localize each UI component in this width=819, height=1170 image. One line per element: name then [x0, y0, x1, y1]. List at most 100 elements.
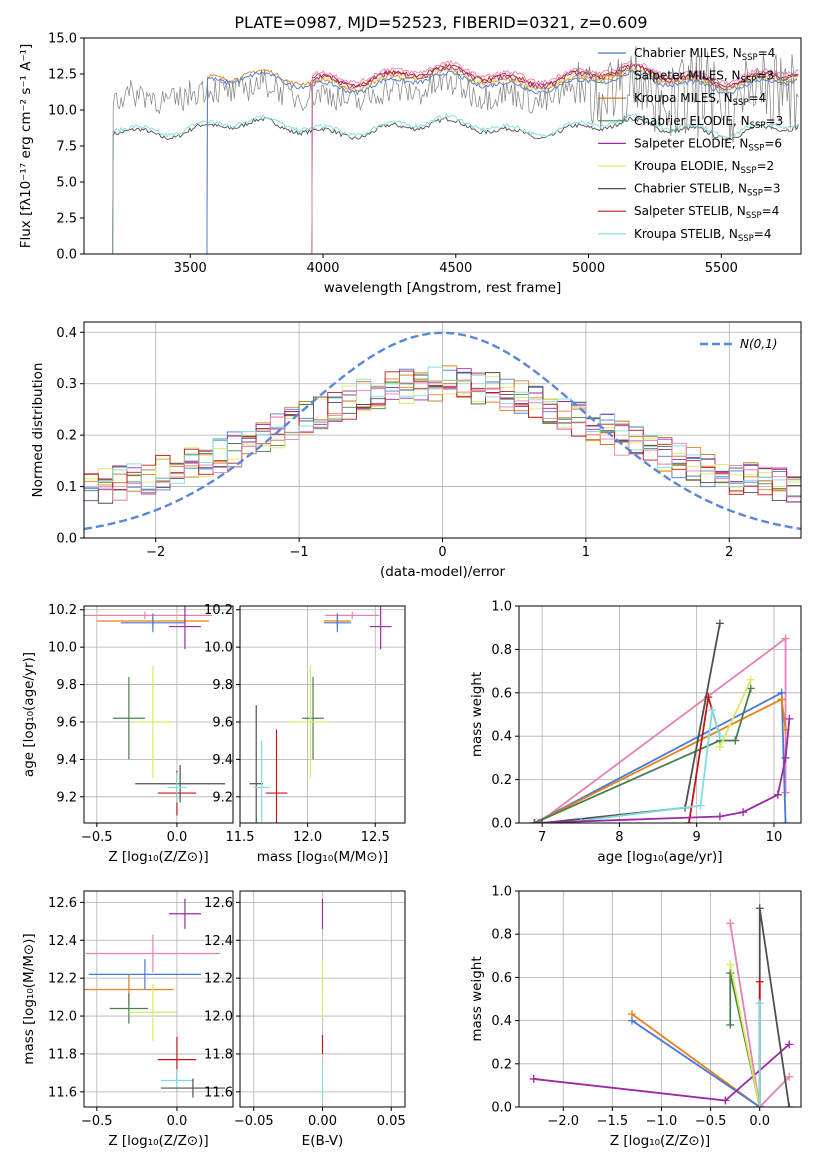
errorbar-point: [167, 772, 187, 803]
x-tick-label: 0.05: [377, 1114, 406, 1129]
marks-age_vs_Z: [84, 606, 225, 816]
weight-marker: [627, 1016, 636, 1025]
histogram-step: [84, 370, 801, 496]
x-tick-label: −1: [290, 545, 309, 560]
errorbar-point: [290, 665, 331, 779]
axes-mass_vs_Z: −0.5 0.0 11.6 11.8 12.0 12.2 12.4 12.6 Z [log₁₀(…: [21, 890, 234, 1149]
y-axis-label: Normed distribution: [30, 363, 46, 498]
weight-marker: [684, 819, 693, 823]
y-tick-label: 12.0: [204, 1010, 233, 1025]
weight-marker: [785, 1072, 794, 1081]
x-tick-label: 0.0: [167, 1114, 188, 1129]
y-tick-label: 10.0: [48, 104, 77, 119]
y-tick-label: 12.0: [48, 1010, 77, 1025]
weight-marker: [731, 736, 740, 745]
figure-title: PLATE=0987, MJD=52523, FIBERID=0321, z=0…: [234, 13, 647, 32]
axes-mass_weight_vs_age: 7 8 9 10 0.0 0.2 0.4 0.6 0.8 1.0 age [log₁₀(age/yr…: [469, 600, 802, 865]
weight-line: [729, 923, 790, 1107]
marks-mass_weight_vs_age: [530, 619, 794, 823]
axes-frame: [83, 37, 802, 255]
y-tick-label: 0.8: [491, 928, 512, 943]
y-tick-label: 0.6: [491, 686, 512, 701]
weight-marker: [755, 904, 764, 913]
plots-root: 3500 4000 4500 5000 55000.02.55.07.510.012.5…: [18, 32, 802, 1149]
axes-residuals: −2 −1 0 1 2 0.0 0.1 0.2 0.3 0.4 (data-model)/error…: [30, 321, 802, 580]
weight-line: [580, 709, 721, 822]
x-tick-label: 5500: [705, 261, 738, 276]
weight-marker: [755, 999, 764, 1008]
x-tick-label: −2.0: [547, 1114, 579, 1129]
y-axis-label: Flux [fλ10⁻¹⁷ erg cm⁻² s⁻¹ A⁻¹]: [18, 44, 34, 249]
spectrum-line: [206, 70, 798, 254]
y-tick-label: 0.3: [56, 377, 77, 392]
y-tick-label: 1.0: [491, 885, 512, 900]
weight-series: [755, 999, 764, 1107]
y-tick-label: 0.0: [491, 817, 512, 832]
errorbar-point: [253, 740, 270, 823]
weight-line: [534, 718, 791, 823]
weight-marker: [739, 808, 748, 817]
weight-series: [576, 706, 724, 823]
marks-age_vs_mass: [249, 606, 392, 823]
y-tick-label: 0.2: [56, 429, 77, 444]
y-tick-label: 9.4: [212, 753, 233, 768]
errorbar-point: [369, 606, 392, 650]
weight-line: [537, 636, 787, 823]
y-tick-label: 12.5: [48, 68, 77, 83]
weight-marker: [755, 977, 764, 986]
spectrum-line: [112, 116, 799, 254]
weight-marker: [529, 1074, 538, 1083]
axes-frame: [239, 605, 406, 824]
weight-marker: [721, 1096, 730, 1105]
y-tick-label: 0.0: [56, 248, 77, 263]
spectrum-line: [112, 113, 799, 254]
y-tick-label: 9.8: [212, 678, 233, 693]
errorbar-point: [249, 705, 263, 823]
y-tick-label: 12.6: [48, 896, 77, 911]
weight-series: [534, 634, 790, 823]
weight-marker: [781, 753, 790, 762]
legend-entry: Salpeter MILES, NSSP=3: [634, 69, 774, 86]
errorbar-point: [323, 613, 351, 633]
errorbar-point: [128, 983, 177, 1041]
y-tick-label: 1.0: [491, 600, 512, 615]
x-tick-label: 4500: [439, 261, 472, 276]
weight-marker: [726, 919, 735, 928]
y-tick-label: 0.0: [491, 1101, 512, 1116]
normal-legend-label: N(0,1): [740, 337, 777, 351]
y-tick-label: 0.8: [491, 643, 512, 658]
weight-line: [719, 679, 752, 748]
errorbar-point: [84, 611, 213, 620]
errorbar-point: [325, 611, 380, 620]
y-tick-label: 11.6: [204, 1085, 233, 1100]
grid-mass_weight_vs_age: [519, 605, 801, 824]
axes-frame: [239, 890, 406, 1108]
legend-entry: Kroupa MILES, NSSP=4: [634, 91, 766, 108]
legend-entry: Salpeter STELIB, NSSP=4: [634, 204, 779, 221]
weight-series: [530, 684, 755, 823]
y-tick-label: 0.1: [56, 480, 77, 495]
marks-residuals: [84, 331, 801, 531]
x-axis-label: Z [log₁₀(Z/Z⊙)]: [108, 849, 208, 865]
y-tick-label: 0.2: [491, 773, 512, 788]
x-tick-label: −0.5: [81, 830, 113, 845]
weight-marker: [715, 812, 724, 821]
x-axis-label: wavelength [Angstrom, rest frame]: [324, 280, 562, 296]
weight-marker: [777, 695, 786, 704]
errorbar-point: [302, 677, 324, 760]
errorbar-point: [85, 934, 221, 973]
weight-line: [631, 1019, 761, 1107]
histogram-step: [84, 381, 801, 501]
x-axis-label: Z [log₁₀(Z/Z⊙)]: [610, 1133, 710, 1149]
x-tick-label: 2: [725, 545, 733, 560]
grid-mass_vs_Z: [84, 891, 233, 1107]
weight-series: [538, 619, 724, 823]
spectrum-line: [311, 60, 799, 254]
y-tick-label: 11.8: [204, 1047, 233, 1062]
y-tick-label: 7.5: [56, 140, 77, 155]
x-tick-label: 9: [693, 830, 701, 845]
histogram-step: [84, 366, 801, 490]
x-axis-label: mass [log₁₀(M/M⊙)]: [257, 849, 388, 865]
x-tick-label: 4000: [306, 261, 339, 276]
errorbar-point: [265, 729, 288, 823]
